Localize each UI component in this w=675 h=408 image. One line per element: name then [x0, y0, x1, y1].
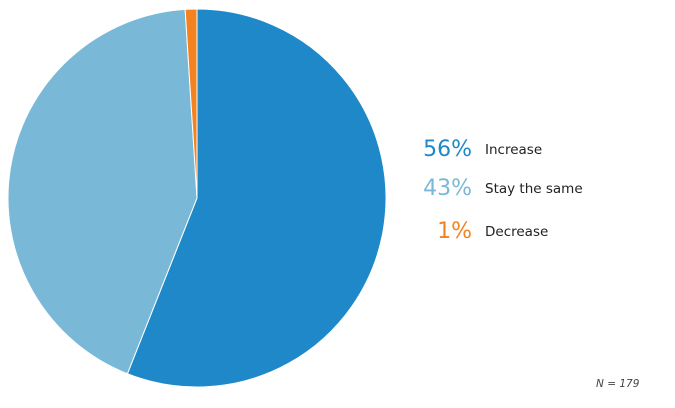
legend-percent-increase: 56%: [423, 137, 472, 162]
pie-chart: [7, 8, 387, 388]
legend-percent-stay-the-same: 43%: [423, 176, 472, 201]
legend-item-stay-the-same: 43% Stay the same: [410, 174, 670, 204]
legend-label-decrease: Decrease: [485, 224, 549, 240]
pie-slice-stay-the-same: [7, 8, 198, 375]
sample-size-note: N = 179: [596, 378, 640, 390]
pie-slice-decrease: [184, 8, 198, 199]
legend-item-decrease: 1% Decrease: [410, 217, 670, 247]
legend-label-stay-the-same: Stay the same: [485, 181, 583, 197]
legend-item-increase: 56% Increase: [410, 135, 670, 165]
legend-percent-decrease: 1%: [437, 219, 472, 244]
legend-label-increase: Increase: [485, 142, 543, 158]
pie-slice-increase: [126, 8, 387, 388]
